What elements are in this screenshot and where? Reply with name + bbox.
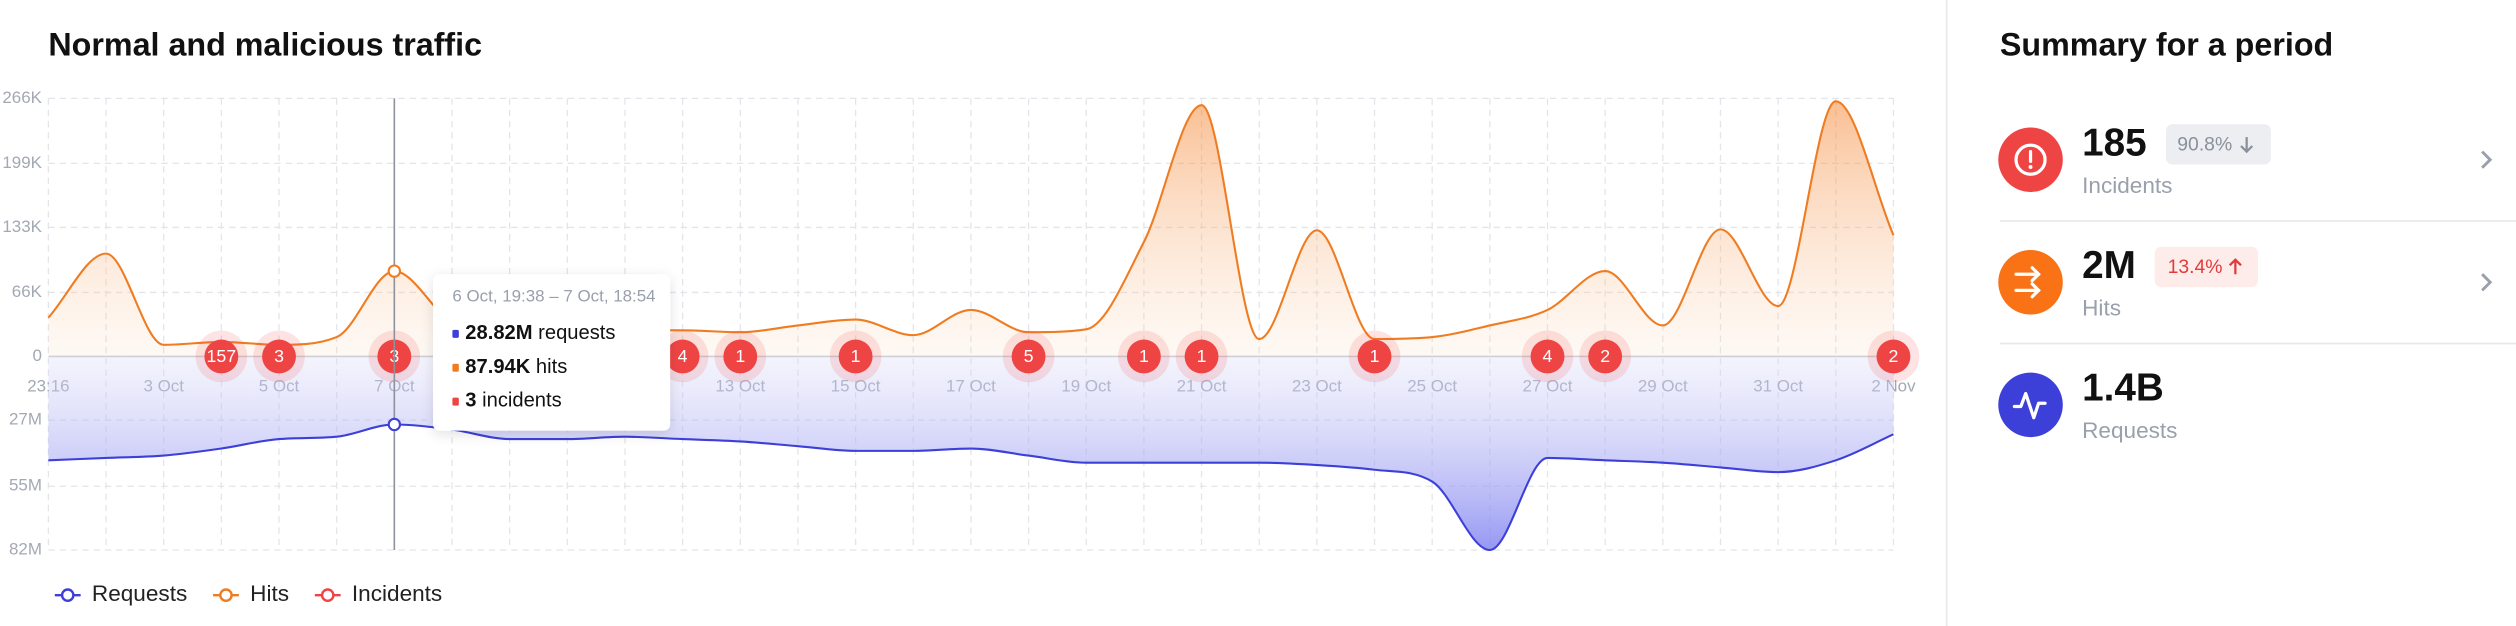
summary-row[interactable]: 185 Incidents 90.8% bbox=[1998, 121, 2493, 198]
incident-marker bbox=[723, 339, 758, 374]
down-arrow bbox=[2240, 137, 2254, 154]
summary-row[interactable]: 2M Hits 13.4% bbox=[1998, 244, 2493, 321]
tooltip-value: 28.82M bbox=[465, 322, 532, 344]
legend-label: Hits bbox=[250, 581, 289, 606]
incident-count: 5 bbox=[1024, 346, 1034, 366]
incident-count: 1 bbox=[1370, 346, 1380, 366]
incident-count: 1 bbox=[851, 346, 861, 366]
icon-glyph bbox=[2014, 266, 2041, 299]
y-tick-label: 0 bbox=[33, 346, 42, 365]
tooltip-row: 28.82M requests bbox=[465, 322, 615, 344]
incident-count: 4 bbox=[1543, 346, 1553, 366]
hover-point bbox=[387, 264, 402, 278]
tooltip: 6 Oct, 19:38 – 7 Oct, 18:54 28.82M reques… bbox=[433, 274, 671, 431]
incident-marker bbox=[1876, 339, 1911, 374]
summary-label: Hits bbox=[2082, 296, 2121, 321]
incident-marker bbox=[204, 339, 239, 374]
change-text: 13.4% bbox=[2168, 256, 2223, 278]
summary-title: Summary for a period bbox=[2000, 26, 2333, 62]
legend-dot bbox=[219, 588, 233, 603]
y-tick-label: 66K bbox=[12, 282, 43, 301]
incident-count: 1 bbox=[1139, 346, 1149, 366]
incident-marker bbox=[665, 339, 700, 374]
incident-marker bbox=[262, 339, 296, 374]
tooltip-title: 6 Oct, 19:38 – 7 Oct, 18:54 bbox=[452, 286, 655, 305]
y2-tick-label: 55M bbox=[9, 476, 42, 495]
summary-label: Requests bbox=[2082, 418, 2177, 443]
plot: 266K199K133K66K027M55M82M23:163 Oct5 Oct… bbox=[2, 88, 1920, 606]
icon-glyph bbox=[2028, 165, 2033, 169]
legend-label: Incidents bbox=[352, 581, 442, 606]
y-tick-label: 199K bbox=[2, 153, 42, 172]
up-arrow bbox=[2228, 258, 2242, 275]
hits-icon bbox=[1998, 250, 2063, 315]
summary-panel: Summary for a period 185 Incidents 90.8%… bbox=[1998, 26, 2516, 443]
incident-marker bbox=[1011, 339, 1046, 374]
incident-marker bbox=[838, 339, 873, 374]
tooltip-swatch bbox=[452, 397, 459, 406]
y-tick-label: 133K bbox=[2, 217, 42, 236]
tooltip-label: hits bbox=[536, 356, 567, 378]
chart-title: Normal and malicious traffic bbox=[48, 26, 482, 62]
change-badge bbox=[2166, 124, 2271, 165]
line bbox=[47, 100, 1895, 346]
summary-label: Incidents bbox=[2082, 173, 2172, 198]
incident-count: 2 bbox=[1600, 346, 1610, 366]
tooltip-swatch bbox=[452, 329, 459, 338]
incident-marker bbox=[1126, 339, 1161, 374]
incident-count: 4 bbox=[678, 346, 688, 366]
summary-value: 185 bbox=[2082, 121, 2147, 164]
incident-marker bbox=[1588, 339, 1623, 374]
icon-glyph bbox=[2012, 391, 2047, 420]
legend-item[interactable]: Requests bbox=[54, 581, 187, 606]
y2-tick-label: 82M bbox=[9, 539, 42, 558]
chevron bbox=[2481, 150, 2493, 169]
tooltip-value: 87.94K bbox=[465, 356, 530, 378]
legend-item[interactable]: Hits bbox=[213, 581, 289, 606]
summary-value: 1.4B bbox=[2082, 367, 2164, 410]
summary-value: 2M bbox=[2082, 244, 2136, 287]
summary-row: 1.4B Requests bbox=[1998, 367, 2177, 443]
y-tick-label: 266K bbox=[2, 88, 42, 107]
change-badge bbox=[2154, 246, 2258, 288]
legend-dot bbox=[320, 588, 335, 603]
tooltip-row: 87.94K hits bbox=[465, 356, 567, 378]
legend-dot bbox=[60, 588, 75, 603]
incident-marker bbox=[1184, 339, 1219, 374]
tooltip-label: incidents bbox=[482, 390, 562, 412]
incident-marker bbox=[1357, 339, 1392, 374]
change-text: 90.8% bbox=[2177, 133, 2232, 155]
tooltip-label: requests bbox=[538, 322, 615, 344]
incident-count: 1 bbox=[1197, 346, 1207, 366]
incident-count: 1 bbox=[735, 346, 745, 366]
chevron bbox=[2481, 273, 2493, 292]
legend-label: Requests bbox=[92, 581, 187, 606]
icon-glyph bbox=[2014, 143, 2047, 176]
incident-count: 3 bbox=[274, 346, 284, 366]
incident-marker bbox=[1530, 339, 1565, 374]
tooltip-row: 3 incidents bbox=[465, 390, 561, 412]
legend: Requests Hits Incidents bbox=[54, 581, 442, 606]
tooltip-swatch bbox=[452, 363, 459, 372]
tooltip-value: 3 bbox=[465, 390, 476, 412]
incident-count: 2 bbox=[1889, 346, 1899, 366]
incident-count: 157 bbox=[207, 346, 237, 366]
line bbox=[48, 423, 1894, 552]
legend-item[interactable]: Incidents bbox=[314, 581, 442, 606]
hover-point bbox=[387, 417, 402, 432]
y2-tick-label: 27M bbox=[9, 410, 42, 429]
area bbox=[48, 101, 1894, 357]
tooltip-box bbox=[433, 274, 671, 431]
